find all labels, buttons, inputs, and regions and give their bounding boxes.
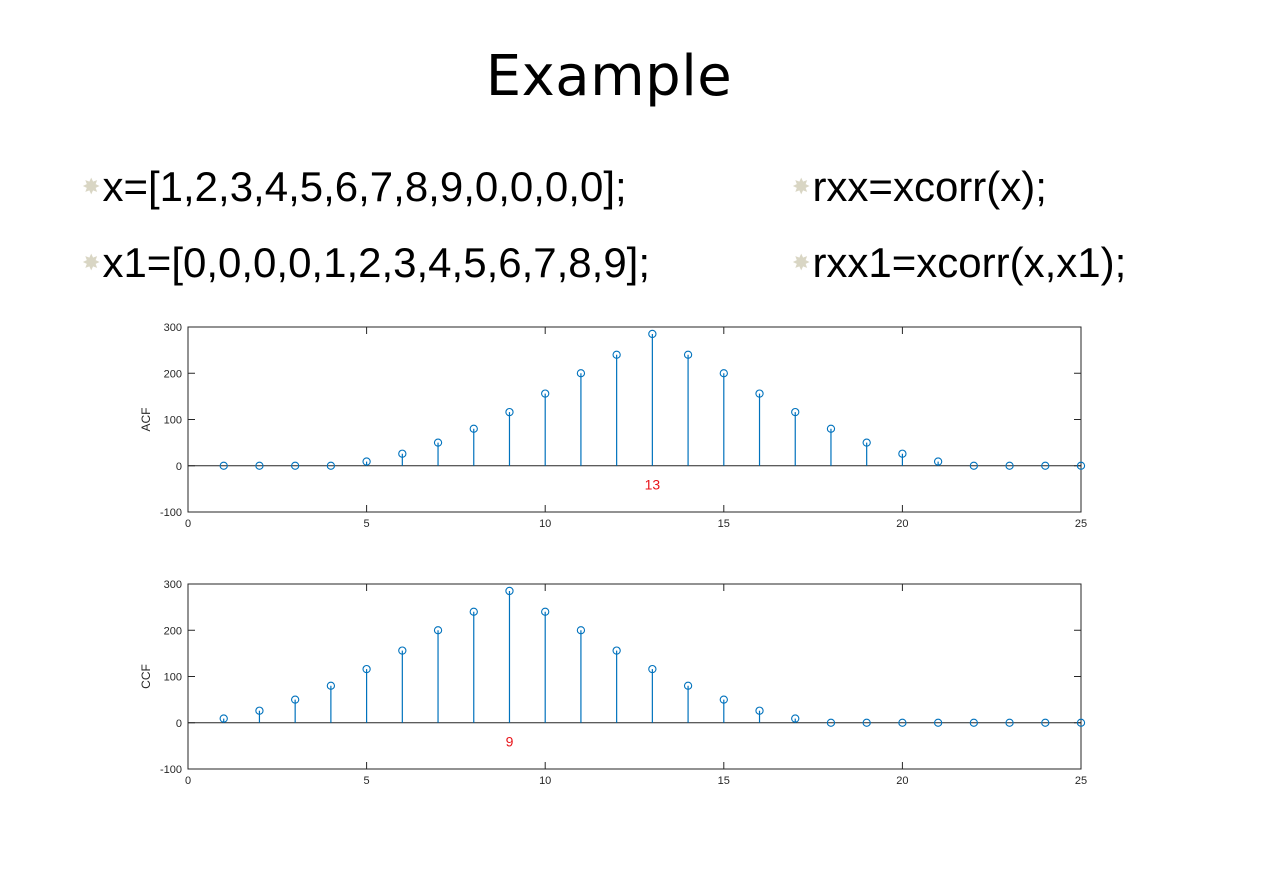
- stem-marker: [541, 607, 550, 616]
- stem-marker: [433, 626, 443, 635]
- stem-marker: [862, 718, 871, 727]
- star-bullet-icon: ✸: [82, 173, 101, 199]
- stem-marker: [862, 438, 871, 447]
- bullet-text: rxx=xcorr(x);: [812, 163, 1047, 210]
- star-bullet-icon: ✸: [82, 249, 101, 275]
- stem-marker: [1005, 461, 1014, 470]
- stem-marker: [362, 457, 371, 466]
- stem-marker: [755, 389, 764, 398]
- stem-marker: [469, 424, 478, 433]
- stem-marker: [1041, 461, 1050, 470]
- stem-marker: [398, 646, 407, 655]
- slide-title: Example: [485, 44, 733, 109]
- stem-marker: [576, 369, 586, 378]
- stem-marker: [219, 714, 228, 723]
- bullet-x-definition: ✸x=[1,2,3,4,5,6,7,8,9,0,0,0,0];: [82, 162, 627, 215]
- stem-marker: [898, 718, 907, 727]
- stem-marker: [505, 407, 514, 417]
- stem-marker: [255, 706, 264, 715]
- stem-marker: [933, 457, 943, 466]
- x-tick-label: 5: [364, 775, 370, 787]
- y-tick-label: 200: [164, 368, 182, 380]
- axes-box: [187, 326, 1082, 513]
- y-tick-label: 100: [164, 672, 182, 684]
- stem-marker: [505, 586, 514, 596]
- stem-marker: [326, 461, 336, 470]
- x-tick-label: 15: [718, 775, 730, 787]
- stem-marker: [362, 664, 371, 674]
- y-tick-label: 0: [176, 461, 182, 473]
- stem-marker: [1076, 461, 1086, 470]
- stem-marker: [541, 389, 550, 398]
- x-tick-label: 20: [896, 775, 908, 787]
- stem-marker: [576, 626, 586, 635]
- axes-box: [187, 583, 1082, 770]
- y-tick-label: 200: [164, 625, 182, 637]
- y-axis-label: ACF: [139, 408, 153, 432]
- stem-marker: [219, 461, 228, 470]
- stem-marker: [255, 461, 264, 470]
- stem-marker: [683, 350, 693, 359]
- stem-marker: [1076, 718, 1086, 727]
- stem-marker: [755, 706, 764, 715]
- y-tick-label: 300: [164, 579, 182, 591]
- bullet-text: rxx1=xcorr(x,x1);: [812, 239, 1127, 286]
- stem-marker: [648, 329, 657, 339]
- stem-marker: [433, 438, 443, 447]
- bullet-x1-definition: ✸x1=[0,0,0,0,1,2,3,4,5,6,7,8,9];: [82, 238, 650, 291]
- bullet-text: x1=[0,0,0,0,1,2,3,4,5,6,7,8,9];: [102, 239, 651, 286]
- stem-marker: [826, 424, 836, 433]
- stem-marker: [1005, 718, 1014, 727]
- stem-marker: [826, 718, 836, 727]
- stem-marker: [648, 664, 657, 674]
- stem-marker: [291, 695, 300, 704]
- bullet-rxx-command: ✸rxx=xcorr(x);: [792, 162, 1047, 215]
- stem-marker: [612, 646, 621, 655]
- stem-marker: [291, 461, 300, 470]
- stem-marker: [969, 461, 978, 470]
- stem-marker: [719, 695, 728, 704]
- x-tick-label: 0: [185, 518, 191, 530]
- x-tick-label: 10: [539, 775, 551, 787]
- x-tick-label: 5: [364, 518, 370, 530]
- stem-marker: [933, 718, 943, 727]
- star-bullet-icon: ✸: [792, 173, 811, 199]
- bullet-text: x=[1,2,3,4,5,6,7,8,9,0,0,0,0];: [102, 163, 627, 210]
- star-bullet-icon: ✸: [792, 249, 811, 275]
- y-axis-label: CCF: [139, 664, 153, 689]
- stem-marker: [612, 350, 621, 359]
- y-tick-label: -100: [160, 507, 182, 519]
- stem-marker: [969, 718, 978, 727]
- x-tick-label: 10: [539, 518, 551, 530]
- x-tick-label: 15: [718, 518, 730, 530]
- stem-marker: [791, 714, 800, 723]
- stem-marker: [469, 607, 478, 616]
- stem-marker: [683, 681, 693, 690]
- x-tick-label: 25: [1075, 518, 1087, 530]
- y-tick-label: 0: [176, 718, 182, 730]
- x-tick-label: 25: [1075, 775, 1087, 787]
- bullet-rxx1-command: ✸rxx1=xcorr(x,x1);: [792, 238, 1126, 291]
- y-tick-label: 300: [164, 322, 182, 334]
- peak-annotation: 13: [645, 476, 661, 492]
- stem-marker: [791, 407, 800, 417]
- y-tick-label: 100: [164, 415, 182, 427]
- x-tick-label: 0: [185, 775, 191, 787]
- y-tick-label: -100: [160, 764, 182, 776]
- x-tick-label: 20: [896, 518, 908, 530]
- stem-marker: [326, 681, 336, 690]
- stem-marker: [398, 449, 407, 458]
- stem-marker: [719, 369, 728, 378]
- peak-annotation: 9: [506, 733, 514, 749]
- stem-marker: [1041, 718, 1050, 727]
- stem-marker: [898, 449, 907, 458]
